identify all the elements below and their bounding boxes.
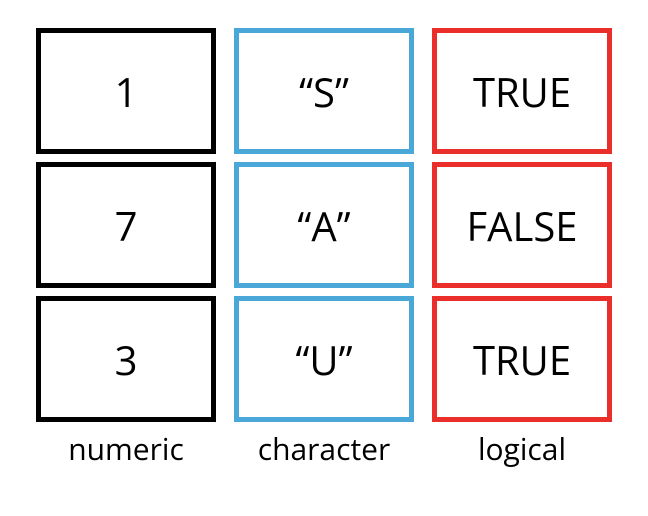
cell: “A” xyxy=(234,162,414,288)
data-type-grid: 1 7 3 numeric “S” “A” “U” character TRUE… xyxy=(0,28,648,469)
cell: “U” xyxy=(234,296,414,422)
column-cells: “S” “A” “U” xyxy=(234,28,414,422)
cell: 1 xyxy=(36,28,216,154)
column-character: “S” “A” “U” character xyxy=(234,28,414,469)
cell: FALSE xyxy=(432,162,612,288)
cell: 3 xyxy=(36,296,216,422)
column-cells: TRUE FALSE TRUE xyxy=(432,28,612,422)
column-label: logical xyxy=(478,428,566,469)
column-cells: 1 7 3 xyxy=(36,28,216,422)
column-logical: TRUE FALSE TRUE logical xyxy=(432,28,612,469)
cell: “S” xyxy=(234,28,414,154)
column-numeric: 1 7 3 numeric xyxy=(36,28,216,469)
cell: TRUE xyxy=(432,296,612,422)
column-label: character xyxy=(258,428,391,469)
column-label: numeric xyxy=(68,428,184,469)
cell: 7 xyxy=(36,162,216,288)
cell: TRUE xyxy=(432,28,612,154)
